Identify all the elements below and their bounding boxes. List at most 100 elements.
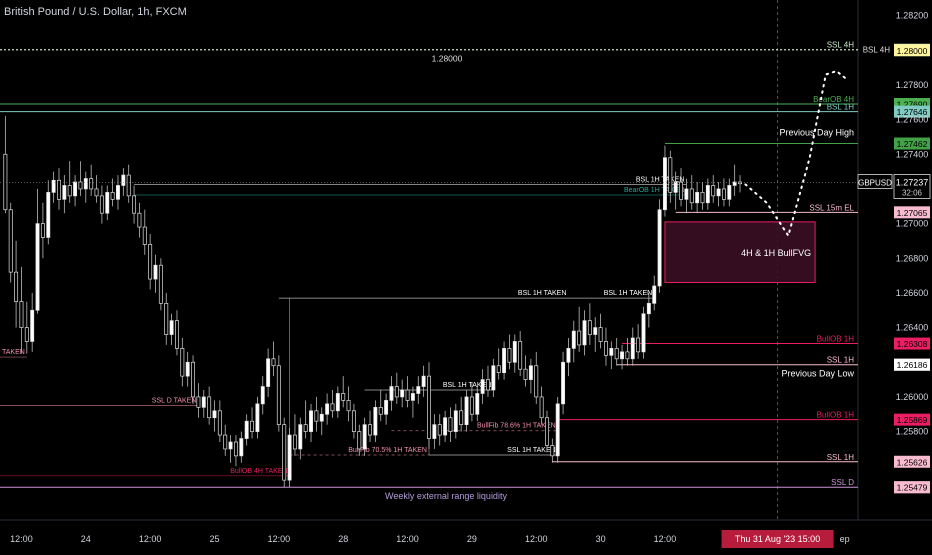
symbol-label: GBPUSD bbox=[858, 179, 892, 188]
candle-body bbox=[14, 271, 19, 302]
candle-body bbox=[577, 330, 582, 346]
candle-body bbox=[83, 178, 88, 190]
level-label: BearOB 4H bbox=[813, 95, 854, 104]
candle-body bbox=[24, 327, 29, 342]
price-tag-value: 1.25479 bbox=[897, 483, 928, 493]
candle-body bbox=[67, 185, 72, 197]
candle-body bbox=[148, 244, 153, 280]
candle-body bbox=[545, 417, 549, 446]
x-tick-label: 24 bbox=[81, 534, 91, 544]
candle-body bbox=[303, 424, 308, 432]
y-tick-label: 1.27600 bbox=[896, 115, 929, 125]
candle-body bbox=[175, 320, 179, 349]
candle-body bbox=[341, 393, 346, 401]
candle-body bbox=[362, 424, 367, 450]
candle-body bbox=[255, 403, 260, 432]
candle-body bbox=[89, 178, 94, 190]
annotation-label: BSL 1H TAKEN bbox=[443, 382, 492, 389]
candle-body bbox=[271, 358, 276, 367]
candle-body bbox=[496, 365, 501, 374]
annotation-label: BearOB 1H TAKEN bbox=[624, 187, 684, 194]
candle-body bbox=[78, 181, 83, 190]
candle-body bbox=[405, 389, 410, 401]
cursor-time-label: Thu 31 Aug '23 15:00 bbox=[735, 534, 820, 544]
candle-body bbox=[3, 153, 8, 211]
y-tick-label: 1.27000 bbox=[896, 219, 929, 229]
candle-body bbox=[228, 441, 233, 450]
candle-body bbox=[121, 174, 126, 186]
candle-body bbox=[491, 365, 496, 391]
candle-body bbox=[652, 285, 657, 304]
level-label: SSL 4H bbox=[827, 41, 854, 50]
y-tick-label: 1.27400 bbox=[896, 149, 929, 159]
annotation-label: SSL D TAKEN bbox=[152, 398, 197, 405]
candle-body bbox=[132, 195, 137, 214]
price-tag-value: 1.26186 bbox=[897, 360, 928, 370]
level-label: SSL 15m EL bbox=[809, 203, 854, 212]
x-tick-label: 12:00 bbox=[10, 534, 33, 544]
candle-body bbox=[223, 434, 228, 450]
candle-body bbox=[582, 320, 587, 346]
level-label: BullOB 1H bbox=[817, 411, 855, 420]
candle-body bbox=[287, 434, 292, 481]
candle-body bbox=[266, 358, 271, 387]
candle-body bbox=[566, 348, 571, 363]
fvg-zone-label: 4H & 1H BullFVG bbox=[741, 248, 811, 258]
candle-body bbox=[443, 417, 448, 436]
candle-body bbox=[410, 393, 415, 401]
annotation-label: BSL 1H TAKEN bbox=[636, 177, 685, 184]
y-tick-label: 1.26800 bbox=[896, 253, 929, 263]
level-label: BullOB 1H bbox=[817, 335, 855, 344]
candle-body bbox=[636, 337, 641, 353]
candle-body bbox=[432, 424, 437, 439]
candle-body bbox=[309, 410, 313, 432]
candle-body bbox=[593, 327, 598, 335]
candle-body bbox=[196, 396, 201, 408]
candle-body bbox=[325, 403, 330, 415]
x-tick-label: 29 bbox=[467, 534, 477, 544]
candle-body bbox=[357, 431, 362, 450]
annotation-label: BSL 1H TAKEN bbox=[604, 290, 653, 297]
candle-body bbox=[528, 365, 533, 380]
annotation-label: BullFib 78.6% 1H TAKEN bbox=[477, 423, 556, 430]
candle-body bbox=[673, 181, 678, 193]
candle-body bbox=[684, 188, 689, 200]
y-tick-label: 1.26600 bbox=[896, 288, 929, 298]
level-label: BSL 1H bbox=[827, 103, 854, 112]
price-tag bbox=[894, 358, 930, 371]
candle-body bbox=[630, 337, 635, 360]
price-tag-value: 1.25626 bbox=[897, 457, 928, 467]
candle-body bbox=[727, 185, 732, 200]
candle-body bbox=[507, 348, 512, 363]
candle-body bbox=[169, 320, 174, 335]
cursor-suffix-label: ep bbox=[840, 534, 850, 544]
price-tag bbox=[894, 481, 930, 494]
cursor-time-tag bbox=[721, 530, 834, 548]
candle-body bbox=[330, 403, 335, 412]
prev-day-high-label: Previous Day High bbox=[779, 128, 854, 138]
price-tag bbox=[894, 44, 930, 57]
level-label: SSL 1H bbox=[827, 453, 854, 462]
x-tick-label: 30 bbox=[596, 534, 606, 544]
candle-body bbox=[319, 413, 324, 422]
candle-body bbox=[523, 368, 528, 380]
candle-body bbox=[550, 445, 555, 457]
candle-body bbox=[73, 181, 78, 197]
annotation-label: 1H TAKEN bbox=[0, 349, 25, 356]
candle-body bbox=[158, 264, 163, 304]
x-tick-label: 12:00 bbox=[139, 534, 162, 544]
candle-body bbox=[518, 341, 523, 370]
candle-body bbox=[679, 181, 683, 200]
candle-body bbox=[512, 341, 517, 363]
candle-body bbox=[502, 348, 507, 374]
candle-body bbox=[346, 400, 351, 412]
candle-body bbox=[180, 348, 185, 377]
candle-body bbox=[244, 420, 249, 439]
symbol-tag bbox=[857, 174, 893, 189]
candle-body bbox=[480, 379, 485, 394]
candle-body bbox=[35, 223, 40, 311]
last-price-tag bbox=[893, 174, 931, 199]
candle-body bbox=[217, 410, 222, 436]
